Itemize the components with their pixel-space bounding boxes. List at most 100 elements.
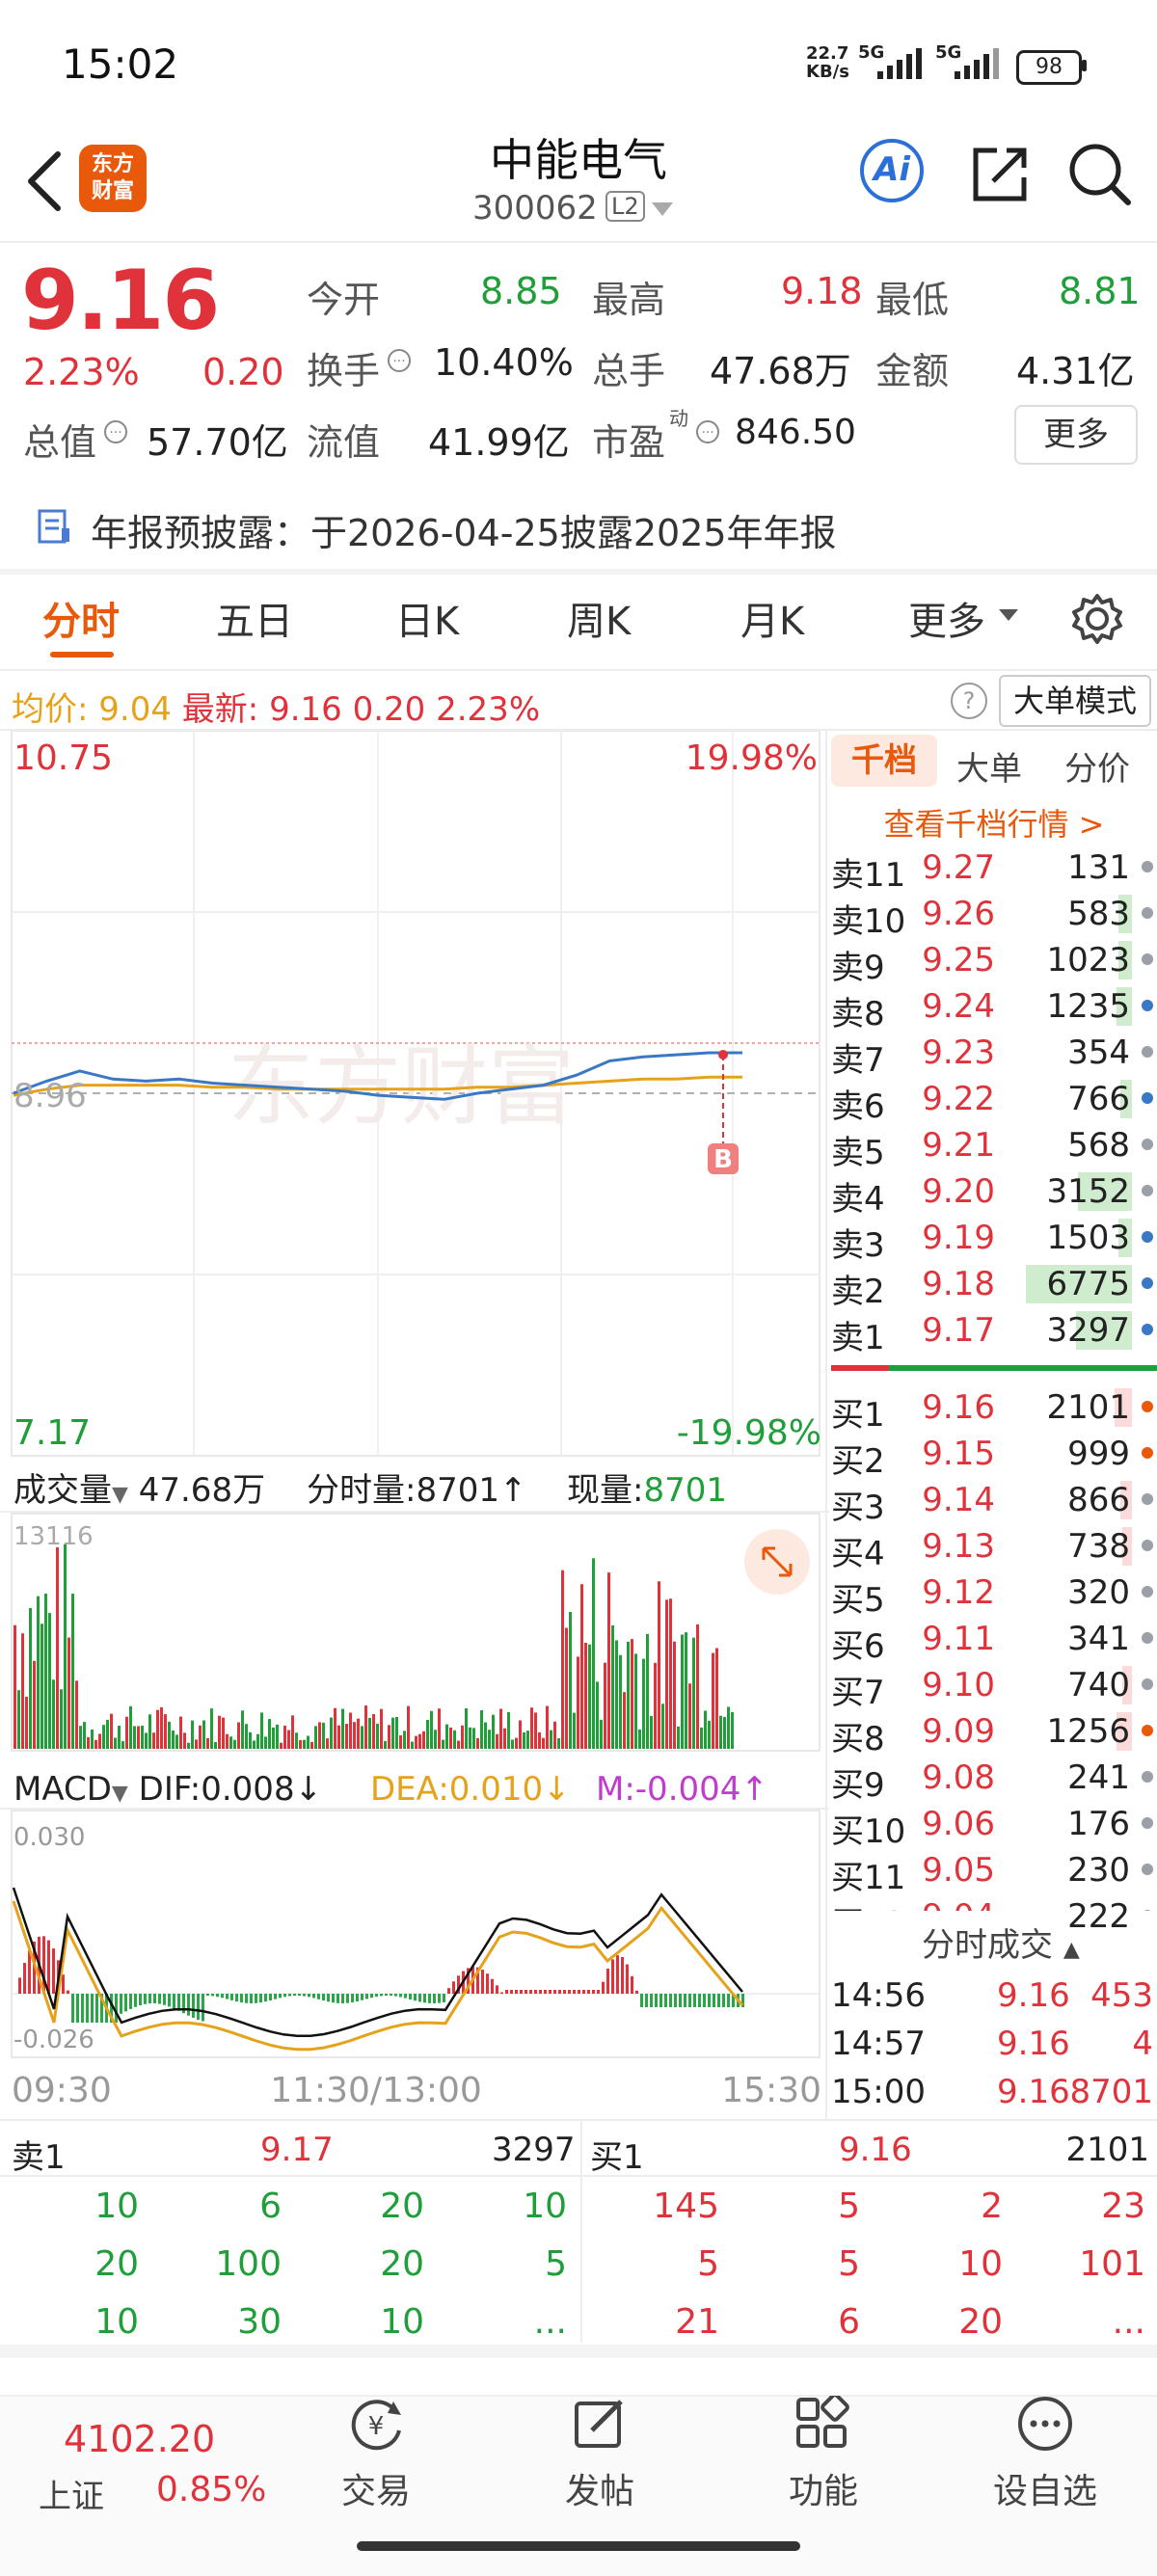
tab-thousand-level[interactable]: 千档	[831, 735, 937, 787]
tab-price-distribution[interactable]: 分价	[1064, 750, 1130, 789]
nav-add-watchlist[interactable]: 设自选	[949, 2396, 1142, 2513]
view-thousand-link[interactable]: 查看千档行情 >	[883, 806, 1105, 843]
search-icon[interactable]	[1066, 141, 1134, 208]
pe-superscript: 动	[669, 407, 688, 430]
tab-monthly-k[interactable]: 月K	[740, 600, 805, 644]
ask-row[interactable]: 卖7 9.23 354	[831, 1030, 1157, 1080]
gear-icon[interactable]	[1070, 592, 1124, 646]
bid-row[interactable]: 买10 9.06 176	[831, 1801, 1157, 1851]
bid-row[interactable]: 买4 9.13 738	[831, 1523, 1157, 1573]
macd-bar	[684, 1994, 686, 2007]
info-circle-icon[interactable]: ···	[386, 347, 413, 374]
macd-bar	[732, 1994, 735, 2007]
bid-row[interactable]: 买5 9.12 320	[831, 1570, 1157, 1620]
buy-tick-value: 145	[653, 2187, 719, 2226]
ask-row[interactable]: 卖2 9.18 6775	[831, 1261, 1157, 1311]
volume-bar	[384, 1740, 387, 1749]
bid-row[interactable]: 买9 9.08 241	[831, 1755, 1157, 1805]
level-price: 9.24	[922, 987, 995, 1026]
ai-button[interactable]: Ai	[860, 139, 924, 202]
bid-row[interactable]: 买3 9.14 866	[831, 1477, 1157, 1527]
level-price: 9.12	[922, 1573, 995, 1612]
tab-five-day[interactable]: 五日	[216, 600, 293, 644]
info-circle-icon[interactable]: ···	[694, 418, 721, 445]
ask-row[interactable]: 卖10 9.26 583	[831, 891, 1157, 941]
level-price: 9.09	[922, 1712, 995, 1751]
level-volume: 230	[1067, 1851, 1130, 1890]
info-circle-icon[interactable]: ···	[102, 418, 129, 445]
chart-info-line: 均价: 9.04 最新: 9.16 0.20 2.23%	[12, 683, 540, 730]
level-price: 9.27	[922, 848, 995, 887]
macd-bar	[563, 1990, 566, 1994]
tab-weekly-k[interactable]: 周K	[567, 600, 632, 644]
tab-intraday[interactable]: 分时	[42, 600, 120, 644]
macd-bar	[250, 1994, 253, 2003]
share-icon[interactable]	[968, 143, 1032, 206]
caret-down-icon[interactable]	[999, 609, 1018, 623]
amount-value: 4.31亿	[1016, 350, 1135, 392]
volume-bar	[411, 1741, 414, 1749]
nav-functions[interactable]: 功能	[727, 2393, 920, 2513]
index-percent[interactable]: 0.85%	[156, 2470, 267, 2509]
bid-row[interactable]: 买1 9.16 2101	[831, 1384, 1157, 1435]
volume-bar	[310, 1741, 313, 1749]
caret-down-icon[interactable]	[652, 202, 673, 218]
ask-row[interactable]: 卖5 9.21 568	[831, 1122, 1157, 1172]
help-icon[interactable]: ?	[951, 683, 987, 719]
nav-add-watchlist-label: 设自选	[992, 2472, 1097, 2511]
battery-icon: 98	[1016, 50, 1082, 85]
level2-badge[interactable]: L2	[605, 191, 645, 222]
volume-bar	[156, 1709, 159, 1749]
price-axis-top: 10.75	[13, 738, 113, 778]
grid-icon	[796, 2393, 849, 2448]
ask-row[interactable]: 卖6 9.22 766	[831, 1076, 1157, 1126]
change-percent: 2.23%	[23, 351, 140, 393]
volume-bar	[17, 1690, 20, 1749]
ask-row[interactable]: 卖8 9.24 1235	[831, 983, 1157, 1033]
macd-bar	[370, 1994, 373, 1999]
more-button[interactable]: 更多	[1014, 405, 1138, 465]
caret-down-icon[interactable]: ▼	[111, 1782, 128, 1806]
back-arrow-icon[interactable]	[19, 147, 67, 216]
current-volume: 现量:8701	[567, 1463, 727, 1511]
big-order-mode-button[interactable]: 大单模式	[999, 675, 1151, 727]
app-logo[interactable]: 东方 财富	[79, 145, 147, 212]
index-name[interactable]: 上证	[39, 2478, 104, 2516]
nav-trade[interactable]: ¥ 交易	[280, 2396, 472, 2513]
tab-daily-k[interactable]: 日K	[395, 600, 460, 644]
trades-header[interactable]: 分时成交 ▲	[922, 1919, 1080, 1966]
caret-up-icon[interactable]: ▲	[1063, 1938, 1080, 1962]
volume-bar	[318, 1722, 321, 1749]
trade-price: 9.16	[997, 2073, 1070, 2111]
ask-row[interactable]: 卖3 9.19 1503	[831, 1215, 1157, 1265]
bid-row[interactable]: 买11 9.05 230	[831, 1847, 1157, 1897]
bid-row[interactable]: 买7 9.10 740	[831, 1662, 1157, 1712]
volume-bar	[276, 1724, 279, 1749]
ask-row[interactable]: 卖1 9.17 3297	[831, 1307, 1157, 1357]
high-label: 最高	[592, 279, 666, 321]
volume-bar	[195, 1739, 198, 1749]
level-price: 9.22	[922, 1080, 995, 1118]
macd-indicator-select[interactable]: MACD	[13, 1770, 112, 1809]
index-value[interactable]: 4102.20	[64, 2418, 216, 2460]
ask-row[interactable]: 卖4 9.20 3152	[831, 1168, 1157, 1219]
sell-tick-value: 10	[523, 2187, 567, 2226]
ask-row[interactable]: 卖9 9.25 1023	[831, 937, 1157, 987]
bid-row[interactable]: 买2 9.15 999	[831, 1431, 1157, 1481]
ask-row[interactable]: 卖11 9.27 131	[831, 845, 1157, 895]
caret-down-icon[interactable]: ▼	[112, 1483, 128, 1507]
turnover-value: 10.40%	[434, 341, 574, 384]
volume-label: 总手	[592, 350, 666, 392]
macd-bar	[124, 1994, 127, 2012]
volume-bar	[523, 1731, 525, 1749]
volume-bar	[685, 1632, 687, 1749]
tab-big-order[interactable]: 大单	[956, 750, 1022, 789]
tab-more[interactable]: 更多	[908, 600, 985, 644]
annual-report-notice[interactable]: 年报预披露：于2026-04-25披露2025年年报	[91, 512, 837, 554]
nav-post[interactable]: 发帖	[503, 2396, 696, 2513]
level-volume-bar	[1120, 1481, 1132, 1519]
volume-indicator-select[interactable]: 成交量	[13, 1471, 112, 1510]
volume-bar	[364, 1705, 367, 1749]
bid-row[interactable]: 买6 9.11 341	[831, 1616, 1157, 1666]
bid-row[interactable]: 买8 9.09 1256	[831, 1708, 1157, 1758]
